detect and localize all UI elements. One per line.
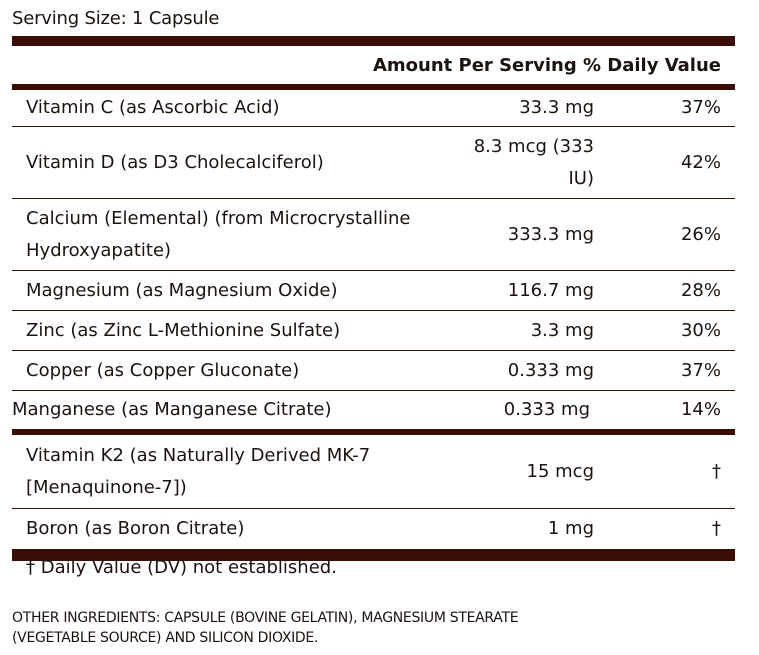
nutrient-amount: 0.333 mg: [503, 399, 590, 420]
nutrient-daily-value: 37%: [680, 359, 721, 381]
nutrient-amount: 116.7 mg: [507, 279, 594, 301]
nutrient-name: Copper (as Copper Gluconate): [26, 359, 300, 381]
nutrient-amount: 33.3 mg: [519, 97, 594, 118]
amount-dv-header: Amount Per Serving % Daily Value: [372, 54, 721, 76]
nutrient-daily-value: 42%: [680, 151, 721, 173]
table-row: Vitamin C (as Ascorbic Acid) 33.3 mg 37%: [12, 90, 735, 127]
daily-value-footnote: † Daily Value (DV) not established.: [26, 557, 337, 578]
nutrient-amount: 0.333 mg: [507, 359, 594, 381]
nutrient-daily-value: 37%: [680, 97, 721, 118]
nutrient-daily-value: 28%: [680, 279, 721, 301]
nutrient-amount: 1 mg: [547, 518, 594, 539]
nutrient-daily-value: †: [712, 518, 721, 539]
nutrient-daily-value: 26%: [680, 223, 721, 245]
supplement-facts-table: Amount Per Serving % Daily Value Vitamin…: [12, 36, 735, 561]
nutrient-amount: 3.3 mg: [530, 319, 594, 341]
nutrient-name: Boron (as Boron Citrate): [26, 518, 245, 539]
nutrient-daily-value: †: [712, 460, 721, 482]
nutrient-amount: 8.3 mcg (333 IU): [473, 135, 594, 189]
nutrient-daily-value: 30%: [680, 319, 721, 341]
other-ingredients: OTHER INGREDIENTS: CAPSULE (BOVINE GELAT…: [12, 610, 519, 646]
nutrient-name: Zinc (as Zinc L-Methionine Sulfate): [26, 319, 341, 341]
table-header: Amount Per Serving % Daily Value: [12, 46, 735, 84]
nutrient-name: Magnesium (as Magnesium Oxide): [26, 279, 338, 301]
table-row: Calcium (Elemental) (from Microcrystalli…: [12, 199, 735, 271]
nutrient-name: Calcium (Elemental) (from Microcrystalli…: [26, 207, 411, 261]
nutrient-name: Vitamin D (as D3 Cholecalciferol): [26, 151, 324, 173]
nutrient-name: Vitamin C (as Ascorbic Acid): [26, 97, 280, 118]
table-row: Copper (as Copper Gluconate) 0.333 mg 37…: [12, 351, 735, 391]
table-row: Vitamin D (as D3 Cholecalciferol) 8.3 mc…: [12, 127, 735, 199]
table-row: Vitamin K2 (as Naturally Derived MK-7 [M…: [12, 435, 735, 509]
header-divider-bar: [12, 84, 735, 90]
top-divider-bar: [12, 36, 735, 46]
nutrient-name: Manganese (as Manganese Citrate): [12, 399, 332, 420]
nutrient-daily-value: 14%: [680, 399, 721, 420]
table-row: Boron (as Boron Citrate) 1 mg †: [12, 509, 735, 549]
serving-size: Serving Size: 1 Capsule: [12, 8, 220, 29]
table-row: Magnesium (as Magnesium Oxide) 116.7 mg …: [12, 271, 735, 311]
nutrient-name: Vitamin K2 (as Naturally Derived MK-7 [M…: [26, 444, 371, 498]
nutrient-amount: 15 mcg: [526, 460, 594, 482]
table-row: Zinc (as Zinc L-Methionine Sulfate) 3.3 …: [12, 311, 735, 351]
table-row: Manganese (as Manganese Citrate) 0.333 m…: [12, 391, 735, 435]
bottom-divider-bar: [12, 549, 735, 561]
nutrient-amount: 333.3 mg: [507, 223, 594, 245]
